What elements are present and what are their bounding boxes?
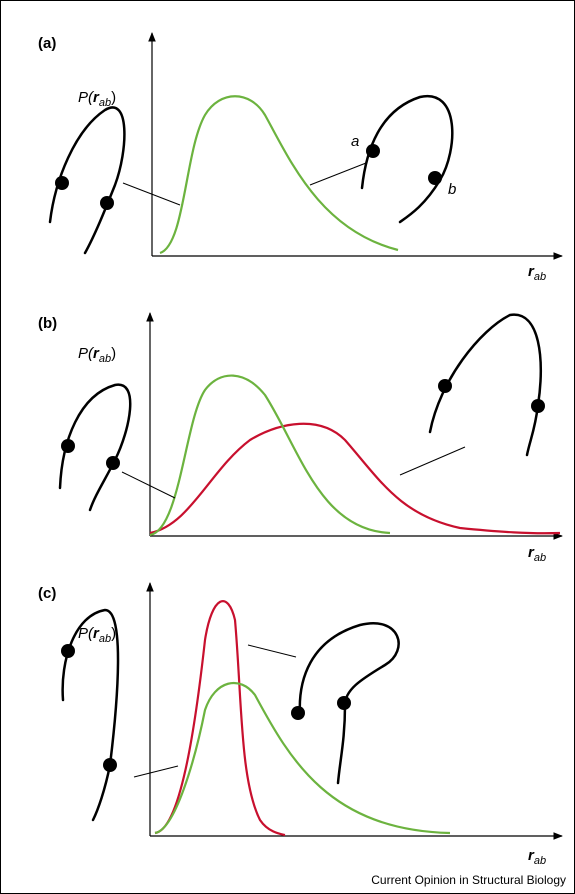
panel-label: (c) <box>38 585 56 602</box>
panel-label: (b) <box>38 315 57 332</box>
y-subscript: ab <box>99 633 111 645</box>
y-label: P(rab) <box>78 89 116 109</box>
site <box>106 456 120 470</box>
site <box>428 171 442 185</box>
y-suffix: ) <box>111 345 116 362</box>
panel-label: (a) <box>38 35 56 52</box>
panel-a: (a) P(rab) rab a b <box>38 33 562 283</box>
site-label: a <box>351 133 359 150</box>
panel-c: (c) P(rab) rab <box>38 583 562 867</box>
x-subscript: ab <box>534 855 546 867</box>
site <box>61 439 75 453</box>
x-label: rab <box>528 847 546 867</box>
figure: (a) P(rab) rab a b (b) P(rab) rab <box>0 0 575 894</box>
site <box>61 644 75 658</box>
distribution-curve <box>150 424 560 533</box>
site <box>291 706 305 720</box>
x-label: rab <box>528 263 546 283</box>
frame <box>1 1 575 894</box>
pointer <box>248 645 296 657</box>
x-label: rab <box>528 544 546 564</box>
y-suffix: ) <box>111 89 116 106</box>
distribution-curve <box>160 96 398 253</box>
footer: Current Opinion in Structural Biology <box>371 873 566 887</box>
site <box>366 144 380 158</box>
site <box>438 379 452 393</box>
x-subscript: ab <box>534 271 546 283</box>
pointer <box>122 472 175 498</box>
site <box>531 399 545 413</box>
site <box>337 696 351 710</box>
y-label: P(rab) <box>78 345 116 365</box>
site <box>103 758 117 772</box>
pointer <box>134 766 178 777</box>
distribution-curve <box>155 683 450 833</box>
distribution-curve <box>155 601 285 835</box>
page: (a) P(rab) rab a b (b) P(rab) rab <box>0 0 575 894</box>
pointer <box>400 447 465 475</box>
x-subscript: ab <box>534 552 546 564</box>
y-label: P(rab) <box>78 625 116 645</box>
panel-b: (b) P(rab) rab <box>38 313 562 564</box>
site <box>55 176 69 190</box>
chain <box>362 96 452 222</box>
pointer <box>310 163 366 185</box>
site <box>100 196 114 210</box>
site-label: b <box>448 181 456 198</box>
y-subscript: ab <box>99 353 111 365</box>
